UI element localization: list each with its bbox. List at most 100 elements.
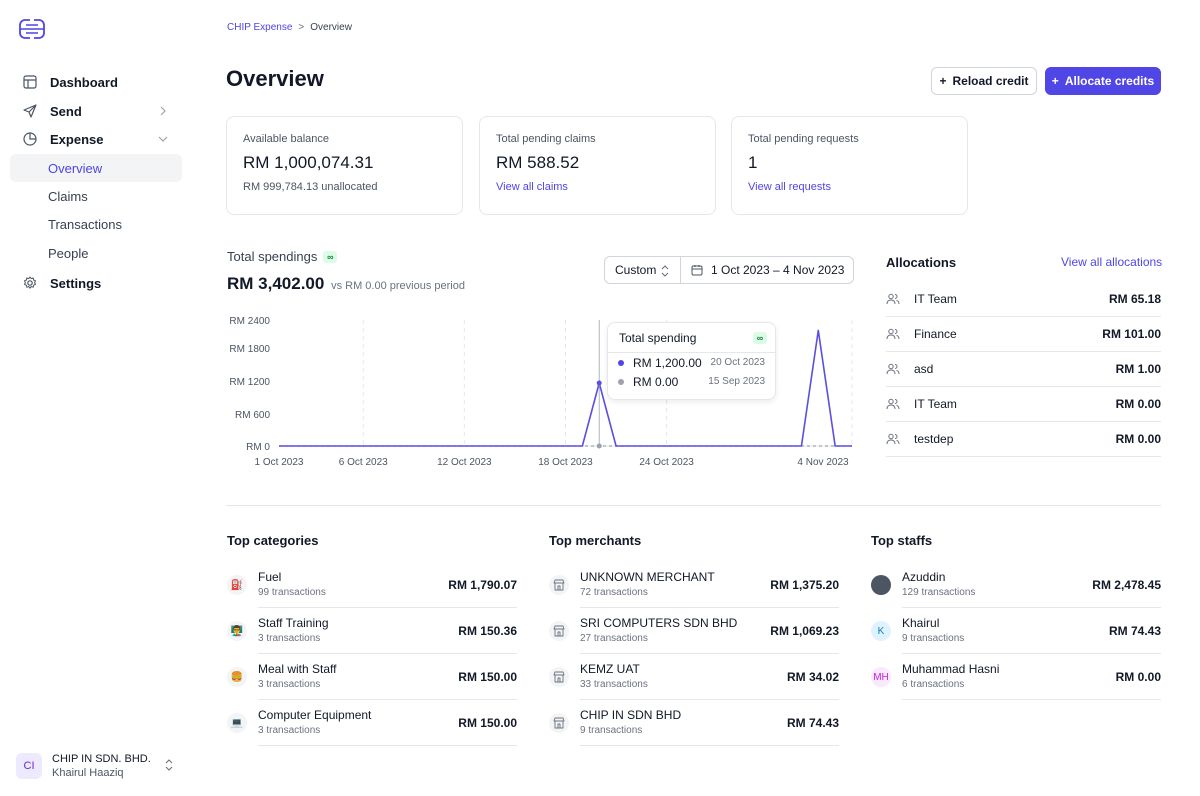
org-switcher[interactable]: CI CHIP IN SDN. BHD. Khairul Haaziq xyxy=(16,752,186,780)
item-transactions: 9 transactions xyxy=(902,632,965,644)
series-line-current xyxy=(279,329,852,447)
x-tick-label: 24 Oct 2023 xyxy=(639,457,694,468)
top-staffs-row[interactable]: MH Muhammad Hasni 6 transactions RM 0.00 xyxy=(871,654,1161,700)
allocations-title: Allocations xyxy=(886,255,957,270)
allocation-name: IT Team xyxy=(914,397,957,411)
allocation-row[interactable]: testdep RM 0.00 xyxy=(886,422,1161,457)
card-value: 1 xyxy=(748,153,758,172)
top-staffs-row[interactable]: K Khairul 9 transactions RM 74.43 xyxy=(871,608,1161,654)
tooltip-row-previous: RM 0.00 15 Sep 2023 xyxy=(608,372,775,391)
view-all-requests-link[interactable]: View all requests xyxy=(748,181,831,193)
tooltip-date: 20 Oct 2023 xyxy=(710,357,765,368)
card-label: Total pending claims xyxy=(496,133,596,145)
item-name: KEMZ UAT xyxy=(580,661,640,676)
infinity-badge: ∞ xyxy=(753,332,767,344)
top-categories-row[interactable]: 🍔 Meal with Staff 3 transactions RM 150.00 xyxy=(227,654,517,700)
allocate-credits-button[interactable]: + Allocate credits xyxy=(1045,67,1161,95)
item-name: UNKNOWN MERCHANT xyxy=(580,569,715,584)
date-range-picker[interactable]: 1 Oct 2023 – 4 Nov 2023 xyxy=(681,256,854,284)
data-point-current[interactable] xyxy=(596,380,602,386)
card-available-balance: Available balance RM 1,000,074.31 RM 999… xyxy=(226,116,463,215)
users-icon xyxy=(886,363,900,375)
item-amount: RM 150.00 xyxy=(458,669,517,684)
top-staffs-title: Top staffs xyxy=(871,533,933,548)
org-name: CHIP IN SDN. BHD. xyxy=(52,753,151,765)
item-transactions: 3 transactions xyxy=(258,632,321,644)
chevron-updown-icon xyxy=(661,265,669,277)
allocation-amount: RM 1.00 xyxy=(1115,362,1161,376)
y-tick-label: RM 600 xyxy=(235,410,270,421)
allocation-row[interactable]: IT Team RM 0.00 xyxy=(886,387,1161,422)
top-merchants-row[interactable]: CHIP IN SDN BHD 9 transactions RM 74.43 xyxy=(549,700,839,746)
top-merchants-row[interactable]: KEMZ UAT 33 transactions RM 34.02 xyxy=(549,654,839,700)
users-icon xyxy=(886,433,900,445)
top-staffs-row[interactable]: Azuddin 129 transactions RM 2,478.45 xyxy=(871,562,1161,608)
tooltip-value: RM 1,200.00 xyxy=(633,355,702,370)
item-name: Staff Training xyxy=(258,615,329,630)
top-merchants-row[interactable]: UNKNOWN MERCHANT 72 transactions RM 1,375.… xyxy=(549,562,839,608)
subnav-people-label: People xyxy=(48,245,89,261)
item-amount: RM 34.02 xyxy=(786,669,839,684)
chip-logo-icon[interactable] xyxy=(19,18,45,40)
x-tick-label: 12 Oct 2023 xyxy=(437,457,492,468)
card-value: RM 1,000,074.31 xyxy=(243,153,374,172)
view-all-allocations-link[interactable]: View all allocations xyxy=(1061,255,1163,269)
nav-expense[interactable]: Expense xyxy=(10,125,182,153)
nav-dashboard[interactable]: Dashboard xyxy=(10,68,182,96)
item-amount: RM 150.00 xyxy=(458,715,517,730)
x-tick-label: 4 Nov 2023 xyxy=(797,457,849,468)
data-point-previous[interactable] xyxy=(596,443,602,449)
allocation-name: Finance xyxy=(914,327,957,341)
breadcrumb-parent[interactable]: CHIP Expense xyxy=(227,22,293,33)
x-tick-label: 1 Oct 2023 xyxy=(255,457,304,468)
breadcrumb-separator: > xyxy=(298,22,305,33)
view-all-claims-link[interactable]: View all claims xyxy=(496,181,568,193)
item-name: Khairul xyxy=(902,615,940,630)
subnav-claims-label: Claims xyxy=(48,188,88,204)
send-icon xyxy=(22,103,38,119)
nav-expense-label: Expense xyxy=(50,131,104,147)
card-label: Available balance xyxy=(243,133,330,145)
top-categories-row[interactable]: 💻 Computer Equipment 3 transactions RM 150.… xyxy=(227,700,517,746)
subnav-transactions[interactable]: Transactions xyxy=(10,210,182,238)
subnav-overview[interactable]: Overview xyxy=(10,154,182,182)
top-merchants-title: Top merchants xyxy=(549,533,642,548)
spendings-label-text: Total spendings xyxy=(227,249,318,264)
gear-icon xyxy=(22,275,38,291)
range-mode-select[interactable]: Custom xyxy=(604,256,681,284)
top-categories-row[interactable]: ⛽ Fuel 99 transactions RM 1,790.07 xyxy=(227,562,517,608)
category-icon: ⛽ xyxy=(227,575,247,595)
reload-credit-button[interactable]: + Reload credit xyxy=(931,67,1037,95)
nav-send-label: Send xyxy=(50,103,82,119)
store-icon xyxy=(549,621,569,641)
allocation-row[interactable]: Finance RM 101.00 xyxy=(886,317,1161,352)
item-transactions: 3 transactions xyxy=(258,678,321,690)
item-name: Muhammad Hasni xyxy=(902,661,1000,676)
allocation-row[interactable]: IT Team RM 65.18 xyxy=(886,282,1161,317)
subnav-transactions-label: Transactions xyxy=(48,216,122,232)
breadcrumb: CHIP Expense > Overview xyxy=(227,22,352,33)
chart-tooltip: Total spending ∞ RM 1,200.00 20 Oct 2023… xyxy=(607,322,776,400)
subnav-people[interactable]: People xyxy=(10,239,182,267)
item-name: Computer Equipment xyxy=(258,707,372,722)
store-icon xyxy=(549,713,569,733)
card-sub: RM 999,784.13 unallocated xyxy=(243,181,378,193)
series-dot-current xyxy=(618,359,624,366)
top-categories-row[interactable]: 👨‍🏫 Staff Training 3 transactions RM 150.36 xyxy=(227,608,517,654)
item-amount: RM 0.00 xyxy=(1115,669,1161,684)
top-merchants-row[interactable]: SRI COMPUTERS SDN BHD 27 transactions RM 1… xyxy=(549,608,839,654)
avatar xyxy=(871,575,891,595)
item-name: CHIP IN SDN BHD xyxy=(580,707,682,722)
allocation-row[interactable]: asd RM 1.00 xyxy=(886,352,1161,387)
subnav-overview-label: Overview xyxy=(48,160,103,176)
sidebar: Dashboard Send Expense Overview Claims T… xyxy=(0,0,192,796)
nav-send[interactable]: Send xyxy=(10,97,182,125)
store-icon xyxy=(549,667,569,687)
top-categories-title: Top categories xyxy=(227,533,319,548)
users-icon xyxy=(886,398,900,410)
nav-settings[interactable]: Settings xyxy=(10,269,182,297)
item-amount: RM 1,790.07 xyxy=(448,577,517,592)
plus-icon: + xyxy=(1051,74,1059,88)
tooltip-date: 15 Sep 2023 xyxy=(708,376,765,387)
subnav-claims[interactable]: Claims xyxy=(10,182,182,210)
